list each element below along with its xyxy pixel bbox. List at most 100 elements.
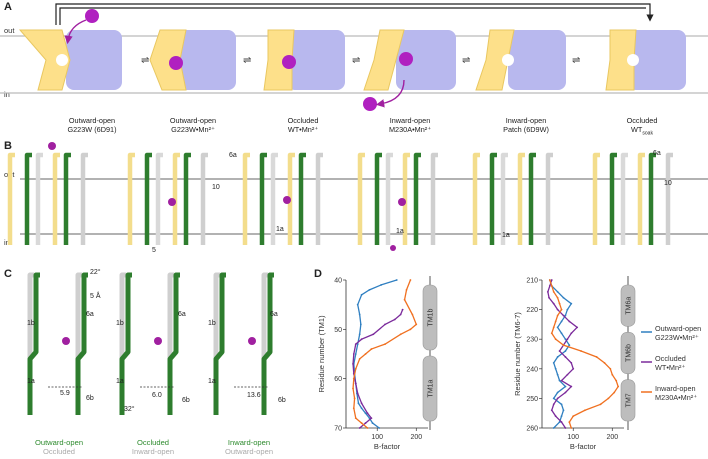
mn-ion-released xyxy=(390,245,396,251)
panel-label-d: D xyxy=(314,268,322,280)
data-point xyxy=(570,361,573,364)
y-tick-label: 40 xyxy=(334,278,342,285)
helix-trace xyxy=(119,272,132,415)
x-tick-label: 200 xyxy=(410,434,422,441)
data-point xyxy=(556,296,559,299)
helix-pair-2 xyxy=(119,272,180,415)
data-point xyxy=(384,343,386,346)
helix xyxy=(270,152,278,245)
segment-cylinder xyxy=(620,332,636,374)
svg-text:⇌: ⇌ xyxy=(243,55,251,66)
data-point xyxy=(405,288,408,291)
data-point xyxy=(562,409,565,412)
c3-distance: 13.6 xyxy=(247,392,261,399)
b-label-1a-2: 1a xyxy=(276,226,284,233)
helix xyxy=(127,152,135,245)
structure-4 xyxy=(357,152,438,251)
helix-trace xyxy=(75,272,88,415)
data-point xyxy=(356,392,359,395)
helix xyxy=(172,152,180,245)
data-point xyxy=(552,302,555,305)
data-point xyxy=(360,402,363,405)
data-point xyxy=(554,415,557,418)
data-point xyxy=(360,407,363,410)
data-point xyxy=(357,402,360,405)
x-tick-label: 200 xyxy=(606,434,618,441)
data-point xyxy=(548,285,551,287)
helix xyxy=(489,152,497,245)
data-point xyxy=(566,308,569,311)
svg-text:⇌: ⇌ xyxy=(572,55,580,66)
data-point xyxy=(609,367,612,370)
helix xyxy=(7,152,15,245)
svg-text:⇌: ⇌ xyxy=(352,55,360,66)
helix xyxy=(183,152,191,245)
b-label-5: 5 xyxy=(152,247,156,254)
data-point xyxy=(570,385,573,388)
data-point xyxy=(364,353,367,355)
structure-6 xyxy=(592,152,673,245)
data-point xyxy=(556,356,559,358)
y-tick-label: 210 xyxy=(526,278,538,285)
c3-label-6b: 6b xyxy=(278,397,286,404)
data-point xyxy=(358,333,361,336)
segment-label: TM7 xyxy=(626,393,633,407)
data-point xyxy=(564,338,567,341)
data-point xyxy=(399,313,402,316)
state-label-6: Occluded WTsoak xyxy=(626,116,658,137)
data-point xyxy=(358,313,361,316)
helix xyxy=(472,152,480,245)
data-point xyxy=(562,296,565,299)
data-point xyxy=(566,373,569,376)
y-tick-label: 230 xyxy=(526,337,538,344)
c1-label-6a: 6a xyxy=(86,311,94,318)
data-point xyxy=(576,326,579,329)
y-tick-label: 60 xyxy=(334,376,342,383)
segment-cylinder xyxy=(620,379,636,422)
helix xyxy=(620,152,628,245)
legend-label: M230A•Mn²⁺ xyxy=(655,393,697,402)
side-label-in: in xyxy=(4,90,10,99)
helix xyxy=(648,152,656,245)
data-point xyxy=(572,415,575,418)
structure-5 xyxy=(472,152,553,245)
helix xyxy=(637,152,645,245)
b-label-6a-1: 6a xyxy=(229,152,237,159)
data-point xyxy=(364,412,367,415)
data-point xyxy=(558,421,561,423)
x-axis-label: B-factor xyxy=(570,442,597,451)
segment-cylinder xyxy=(620,284,636,327)
data-point xyxy=(554,320,557,323)
helix xyxy=(517,152,525,245)
data-point xyxy=(556,397,559,400)
data-point xyxy=(550,285,553,287)
data-point xyxy=(560,415,563,418)
mn-ion xyxy=(168,198,176,206)
c1-label-1a: 1a xyxy=(27,378,35,385)
helix xyxy=(500,152,508,245)
y-tick-label: 260 xyxy=(526,426,538,433)
data-point xyxy=(603,361,606,364)
data-point xyxy=(560,403,563,406)
data-point xyxy=(354,382,357,385)
data-point xyxy=(371,422,374,424)
data-point xyxy=(560,421,563,423)
data-point xyxy=(560,320,563,323)
data-point xyxy=(556,326,559,329)
data-point xyxy=(354,417,357,420)
data-point xyxy=(378,427,381,429)
state-label-5: Inward-open Patch (6D9W) xyxy=(503,116,549,134)
b-label-10-1: 10 xyxy=(212,184,220,191)
y-tick-label: 50 xyxy=(334,327,342,334)
data-point xyxy=(360,293,363,296)
panel-b-structures xyxy=(7,142,708,251)
data-point xyxy=(611,373,614,376)
data-point xyxy=(550,409,553,412)
c2-label-6a: 6a xyxy=(178,311,186,318)
helix xyxy=(155,152,163,245)
data-point xyxy=(548,279,551,281)
c1-label-1b: 1b xyxy=(27,320,35,327)
data-point xyxy=(554,367,557,370)
state-label-4: Inward-open M230A•Mn²⁺ xyxy=(388,116,432,134)
helix xyxy=(63,152,71,245)
